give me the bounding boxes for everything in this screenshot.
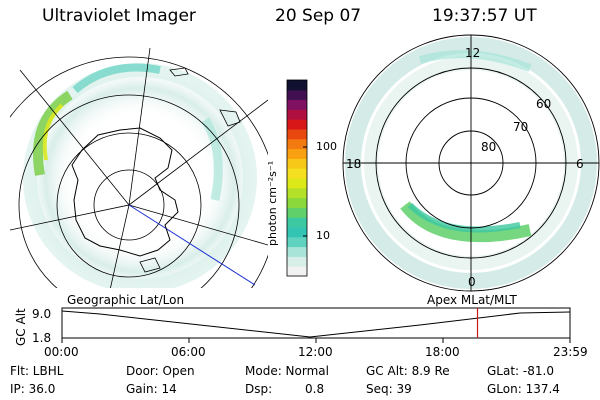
lat-circle-1 xyxy=(93,169,165,241)
aurora-band-core xyxy=(407,202,521,233)
lat-label-60: 60 xyxy=(536,97,552,111)
geographic-map xyxy=(10,48,268,288)
colorbar-segment xyxy=(287,197,307,208)
sun-direction-line xyxy=(128,204,256,286)
timeline-x-tick-2: 12:00 xyxy=(298,345,333,359)
colorbar-segment xyxy=(287,89,307,101)
coast-outline-south xyxy=(139,257,161,273)
lat-label-80: 80 xyxy=(481,140,497,154)
timeline-y-tick-min: 1.8 xyxy=(32,331,52,345)
timeline-y-tick-max: 9.0 xyxy=(32,307,52,321)
aurora-haze xyxy=(22,65,258,288)
colorbar-tick-100: 100 xyxy=(316,140,337,153)
colorbar-segment xyxy=(287,178,307,189)
apex-map xyxy=(342,34,600,292)
aurora-arc-bright xyxy=(33,90,73,176)
footer-dsp-label: Dsp: xyxy=(245,382,273,396)
timeline-x-tick-4: 23:59 xyxy=(553,345,588,359)
timeline-y-label: GC Alt xyxy=(14,308,28,346)
timeline-x-tick-0: 00:00 xyxy=(44,345,79,359)
footer-gain: Gain: 14 xyxy=(126,382,177,396)
colorbar-segment xyxy=(287,207,307,218)
left-map-caption: Geographic Lat/Lon xyxy=(67,293,185,307)
lat-label-70: 70 xyxy=(513,120,529,134)
colorbar-segment xyxy=(287,266,307,277)
meridians xyxy=(10,48,268,288)
timeline-frame xyxy=(61,307,571,339)
footer-flt: Flt: LBHL xyxy=(10,364,64,378)
colorbar-segment xyxy=(287,129,307,140)
footer-seq: Seq: 39 xyxy=(366,382,412,396)
lat-circle-4 xyxy=(10,56,268,288)
footer-glat: GLat: -81.0 xyxy=(487,364,554,378)
app-title: Ultraviolet Imager xyxy=(42,6,196,26)
colorbar-segment xyxy=(287,217,307,228)
colorbar-segment xyxy=(287,138,307,150)
aurora-arc-core xyxy=(42,103,64,161)
colorbar-segment xyxy=(287,246,307,257)
footer-door: Door: Open xyxy=(126,364,195,378)
footer-dsp-value: 0.8 xyxy=(305,382,325,396)
colorbar-segment xyxy=(287,168,307,179)
footer-ip: IP: 36.0 xyxy=(10,382,56,396)
mlt-label-0: 0 xyxy=(468,275,476,289)
gcalt-curve xyxy=(61,310,571,338)
colorbar-unit-label: photon cm⁻²s⁻¹ xyxy=(266,160,279,246)
colorbar xyxy=(286,79,308,277)
aurora-arc-right xyxy=(201,117,223,201)
right-map-caption: Apex MLat/MLT xyxy=(427,293,517,307)
footer-gcalt: GC Alt: 8.9 Re xyxy=(366,364,450,378)
colorbar-segment xyxy=(287,256,307,267)
colorbar-segment xyxy=(287,148,307,159)
mlt-label-6: 6 xyxy=(576,157,584,171)
island-outline xyxy=(169,67,189,77)
timeline-x-tick-1: 06:00 xyxy=(171,345,206,359)
colorbar-segment xyxy=(287,119,307,130)
aurora-band-top xyxy=(418,50,532,72)
colorbar-tick-10: 10 xyxy=(316,229,330,242)
colorbar-segment xyxy=(287,99,307,110)
colorbar-segment xyxy=(287,236,307,248)
colorbar-segment xyxy=(287,187,307,199)
aurora-band xyxy=(400,201,532,243)
mlt-label-12: 12 xyxy=(465,46,481,60)
coast-outline xyxy=(219,109,241,127)
lat-circle-2 xyxy=(56,132,202,278)
mlt-label-18: 18 xyxy=(346,157,362,171)
date-label: 20 Sep 07 xyxy=(275,6,362,26)
timeline-x-tick-3: 18:00 xyxy=(425,345,460,359)
footer-mode: Mode: Normal xyxy=(245,364,329,378)
aurora-arc-top xyxy=(72,63,161,94)
colorbar-segment xyxy=(287,227,307,238)
timeline-plot xyxy=(61,307,571,343)
antarctica-outline xyxy=(71,127,179,257)
x-ticks xyxy=(61,338,571,343)
lat-circle-3 xyxy=(18,94,240,288)
footer-glon: GLon: 137.4 xyxy=(487,382,560,396)
colorbar-segment xyxy=(287,158,307,169)
time-label: 19:37:57 UT xyxy=(432,6,537,26)
colorbar-segment xyxy=(287,109,307,120)
colorbar-segment xyxy=(287,80,307,91)
colorbar-frame xyxy=(286,79,308,277)
